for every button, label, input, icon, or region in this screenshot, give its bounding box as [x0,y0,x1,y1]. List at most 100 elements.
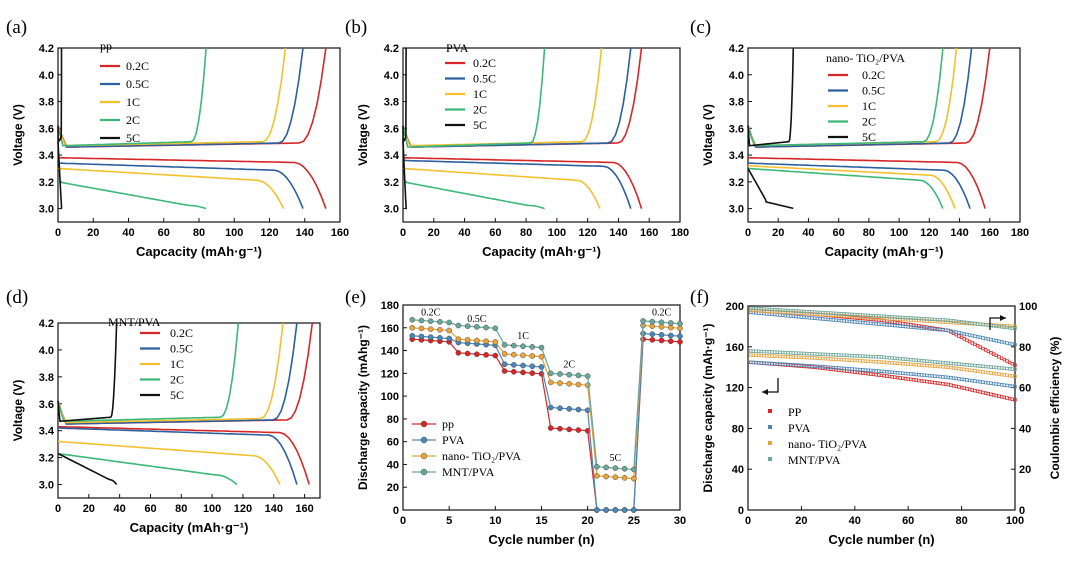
efficiency-point [970,341,974,345]
capacity-point [997,382,1001,387]
data-point [603,464,609,471]
capacity-point [986,365,990,369]
capacity-point [981,370,985,374]
capacity-point [764,354,769,358]
capacity-point [922,363,926,368]
capacity-point [999,372,1004,377]
capacity-point [869,368,873,373]
x-tick-label: 0 [745,515,751,527]
capacity-point [1010,374,1015,378]
capacity-point [962,386,966,390]
efficiency-point [903,324,908,329]
capacity-point [882,374,886,378]
capacity-point [986,392,990,396]
y-tick-label: 3.8 [729,97,744,109]
efficiency-point [821,310,825,315]
y-tick-label: 120 [381,368,399,380]
capacity-point [869,354,873,359]
capacity-point [866,359,870,363]
efficiency-point [794,309,798,313]
x-tick-label: 0 [400,227,406,239]
capacity-point [847,369,852,374]
legend-label: nano- TiO₂/PVA [442,449,521,463]
efficiency-point [773,312,777,317]
efficiency-point [834,318,838,322]
capacity-point [959,385,964,390]
y-tick-label: 4.2 [39,318,54,330]
capacity-point [885,370,889,374]
capacity-point [1010,384,1015,388]
efficiency-point [938,318,942,322]
capacity-point [973,379,977,383]
efficiency-point [882,322,886,327]
capacity-point [925,373,929,378]
efficiency-point [879,314,884,318]
y2-tick-label: 80 [1019,342,1031,354]
data-point [464,323,471,329]
efficiency-point [903,322,908,326]
efficiency-point [994,324,999,328]
efficiency-point [1013,343,1017,347]
efficiency-point [887,314,892,319]
capacity-point [799,355,804,360]
legend-label: nano- TiO₂/PVA [788,437,867,451]
capacity-point [874,360,878,364]
y-tick-label: 60 [387,437,399,449]
x-tick-label: 20 [795,515,807,527]
capacity-point [815,356,820,360]
data-point [437,327,443,333]
data-point [529,370,536,376]
legend-label: 0.5C [473,72,496,86]
efficiency-point [898,315,902,320]
capacity-point [962,362,966,367]
efficiency-point [789,308,793,313]
efficiency-point [831,318,836,322]
y2-tick-label: 40 [1019,423,1031,435]
capacity-point [919,373,924,377]
discharge-curve-5C [747,168,794,210]
data-point [446,327,452,334]
capacity-point [919,379,924,383]
capacity-point [887,356,892,360]
data-point [409,324,416,331]
data-point [631,466,637,473]
capacity-point [1005,383,1009,388]
capacity-point [933,360,937,364]
capacity-point [965,387,969,391]
capacity-point [909,372,913,376]
efficiency-point [975,335,980,339]
capacity-point [877,369,881,373]
data-point [667,332,674,339]
charge-curve-2C [57,322,240,423]
capacity-point [764,350,769,354]
capacity-point [756,349,761,354]
x-tick-label: 80 [193,227,205,239]
capacity-point [789,363,793,367]
efficiency-point [874,322,878,326]
capacity-point [909,362,913,367]
efficiency-point [794,314,798,319]
capacity-point [871,354,876,359]
capacity-point [869,372,873,376]
x-tick-label: 140 [265,503,283,515]
y-tick-label: 4.2 [729,43,744,55]
legend-label: MNT/PVA [442,465,495,479]
capacity-point [970,379,974,383]
capacity-point [999,366,1004,370]
capacity-point [938,381,942,386]
efficiency-point [863,313,868,317]
efficiency-point [885,323,889,327]
x-tick-label: 100 [1006,515,1024,527]
discharge-curve-5C [402,141,407,209]
efficiency-point [893,320,897,325]
efficiency-point [866,321,870,325]
x-tick-label: 40 [802,227,814,239]
efficiency-point [847,312,852,316]
y-tick-label: 3.8 [39,372,54,384]
y2-tick-label: 20 [1019,464,1031,476]
efficiency-point [911,325,916,329]
capacity-point [754,360,758,365]
capacity-point [967,363,972,367]
capacity-point [767,354,772,358]
